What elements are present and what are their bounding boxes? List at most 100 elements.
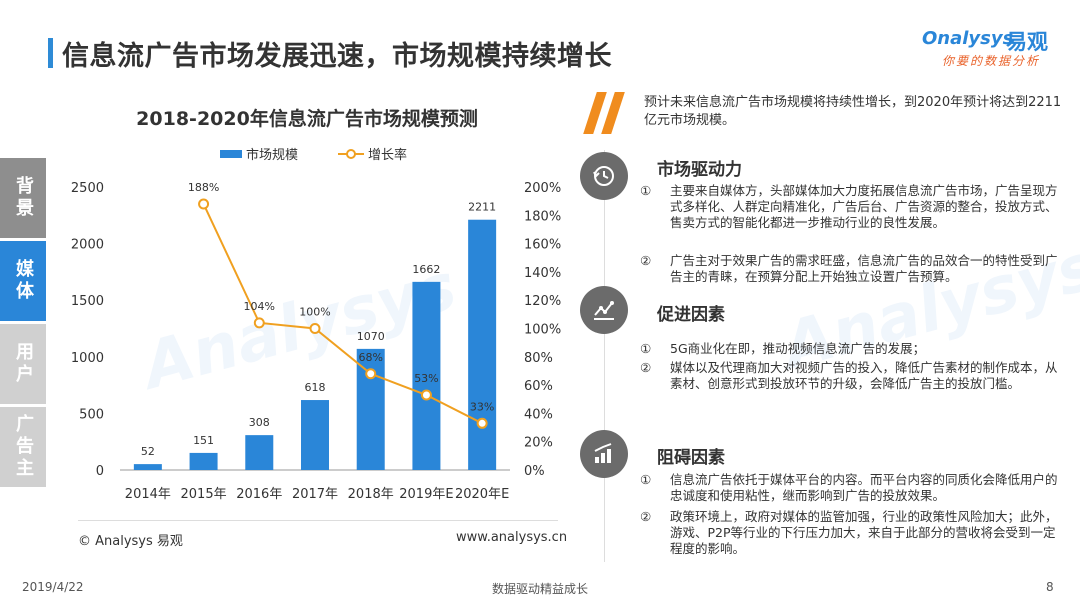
item-text: 政策环境上，政府对媒体的监管加强，行业的政策性风险加大；此外，游戏、P2P等行业… (670, 509, 1058, 556)
footer-date: 2019/4/22 (22, 580, 84, 594)
y-tick-label-left: 0 (96, 464, 104, 479)
y-tick-label-right: 80% (524, 351, 553, 366)
y-tick-label-left: 1000 (71, 351, 104, 366)
side-tabs: 背景 媒体 用户 广告主 (0, 158, 46, 490)
section-title-drivers: 市场驱动力 (657, 160, 742, 180)
chart-title: 2018-2020年信息流广告市场规模预测 (136, 108, 478, 130)
chart-legend: 市场规模 增长率 (220, 144, 407, 163)
list-item: ① 信息流广告依托于媒体平台的内容。而平台内容的同质化会降低用户的忠诚度和使用粘… (640, 472, 1060, 504)
history-clock-icon (580, 152, 628, 200)
legend-bar-swatch (220, 149, 242, 158)
item-number: ② (640, 253, 652, 268)
section-title-promoters: 促进因素 (657, 305, 725, 325)
chart-divider (78, 520, 558, 521)
line-point (198, 198, 210, 210)
legend-line-label: 增长率 (368, 148, 408, 163)
intro-text: 预计未来信息流广告市场规模将持续性增长，到2020年预计将达到2211亿元市场规… (644, 95, 1062, 128)
legend-bar-label: 市场规模 (246, 148, 299, 163)
tab-media[interactable]: 媒体 (0, 241, 46, 321)
y-tick-label-right: 20% (524, 436, 553, 451)
y-tick-label-right: 60% (524, 379, 553, 394)
line-data-label: 33% (470, 400, 494, 413)
x-tick-label: 2019年E (399, 487, 453, 502)
analysys-logo: Onalysys 易观 你要的数据分析 (920, 28, 1060, 72)
tab-label: 背景 (13, 176, 34, 220)
logo-en: Onalysys (922, 28, 1014, 49)
y-tick-label-right: 180% (524, 209, 561, 224)
list-item: ② 媒体以及代理商加大对视频广告的投入，降低广告素材的制作成本，从素材、创意形式… (640, 360, 1060, 392)
page-number: 8 (1046, 580, 1054, 594)
bar-data-label: 1070 (357, 330, 385, 343)
page-title: 信息流广告市场发展迅速，市场规模持续增长 (62, 41, 612, 72)
x-tick-label: 2017年 (292, 487, 338, 502)
bar-data-label: 308 (249, 416, 270, 429)
y-tick-label-right: 0% (524, 464, 545, 479)
y-tick-label-right: 160% (524, 238, 561, 253)
y-tick-label-right: 40% (524, 407, 553, 422)
tab-label: 媒体 (13, 259, 34, 303)
bar-data-label: 2211 (468, 201, 496, 214)
bar-data-label: 52 (141, 445, 155, 458)
item-number: ② (640, 509, 652, 524)
y-tick-label-right: 140% (524, 266, 561, 281)
chart-url[interactable]: www.analysys.cn (456, 530, 568, 545)
list-item: ② 广告主对于效果广告的需求旺盛，信息流广告的品效合一的特性受到广告主的青睐，在… (640, 253, 1060, 285)
orange-slash-decoration (582, 92, 625, 134)
item-text: 广告主对于效果广告的需求旺盛，信息流广告的品效合一的特性受到广告主的青睐，在预算… (670, 253, 1058, 284)
item-text: 信息流广告依托于媒体平台的内容。而平台内容的同质化会降低用户的忠诚度和使用粘性，… (670, 472, 1058, 503)
section-divider (604, 150, 605, 562)
y-tick-label-right: 200% (524, 181, 561, 196)
legend-line-swatch (338, 148, 365, 159)
line-point (365, 368, 377, 380)
item-text: 媒体以及代理商加大对视频广告的投入，降低广告素材的制作成本，从素材、创意形式到投… (670, 360, 1058, 391)
line-point (476, 417, 488, 429)
list-item: ① 5G商业化在即，推动视频信息流广告的发展； (640, 341, 1060, 357)
chart-bar (189, 452, 218, 470)
x-tick-label: 2020年E (455, 487, 509, 502)
list-item: ① 主要来自媒体方，头部媒体加大力度拓展信息流广告市场，广告呈现方式多样化、人群… (640, 183, 1060, 231)
tab-advertiser[interactable]: 广告主 (0, 407, 46, 487)
line-data-label: 104% (244, 300, 275, 313)
line-data-label: 68% (358, 351, 382, 364)
chart-bar (468, 219, 497, 470)
footer-slogan: 数据驱动精益成长 (491, 582, 588, 596)
x-tick-label: 2014年 (125, 487, 171, 502)
y-tick-label-left: 2000 (71, 238, 104, 253)
bar-signal-icon (580, 430, 628, 478)
chart-bar (245, 435, 274, 470)
item-number: ① (640, 472, 652, 487)
item-text: 主要来自媒体方，头部媒体加大力度拓展信息流广告市场，广告呈现方式多样化、人群定向… (670, 183, 1058, 230)
growth-rate-line (202, 203, 483, 425)
tab-label: 广告主 (13, 414, 34, 480)
x-tick-label: 2018年 (348, 487, 394, 502)
bar-data-label: 618 (305, 381, 326, 394)
item-number: ① (640, 183, 652, 198)
y-tick-label-left: 1500 (71, 294, 104, 309)
y-tick-label-right: 120% (524, 294, 561, 309)
chart-bar (412, 281, 441, 470)
market-size-chart: 0 500 1000 1500 2000 2500 0% 20% 40% 60% 80% 100% 12… (71, 181, 561, 502)
tab-label: 用户 (13, 342, 34, 386)
line-data-label: 53% (414, 372, 438, 385)
line-data-label: 100% (299, 306, 330, 319)
chart-analytics-icon (580, 286, 628, 334)
item-number: ① (640, 341, 652, 356)
bar-data-label: 151 (193, 434, 214, 447)
y-tick-label-left: 500 (79, 407, 104, 422)
list-item: ② 政策环境上，政府对媒体的监管加强，行业的政策性风险加大；此外，游戏、P2P等… (640, 509, 1060, 557)
chart-bar (133, 464, 162, 470)
section-title-obstacles: 阻碍因素 (657, 448, 725, 468)
item-number: ② (640, 360, 652, 375)
chart-source: © Analysys 易观 (78, 534, 183, 549)
logo-slogan: 你要的数据分析 (942, 54, 1041, 68)
y-tick-label-right: 100% (524, 323, 561, 338)
bar-data-label: 1662 (412, 263, 440, 276)
line-point (420, 389, 432, 401)
tab-background[interactable]: 背景 (0, 158, 46, 238)
line-point (253, 317, 265, 329)
y-tick-label-left: 2500 (71, 181, 104, 196)
x-tick-label: 2015年 (181, 487, 227, 502)
x-tick-label: 2016年 (236, 487, 282, 502)
item-text: 5G商业化在即，推动视频信息流广告的发展； (670, 341, 926, 356)
tab-user[interactable]: 用户 (0, 324, 46, 404)
